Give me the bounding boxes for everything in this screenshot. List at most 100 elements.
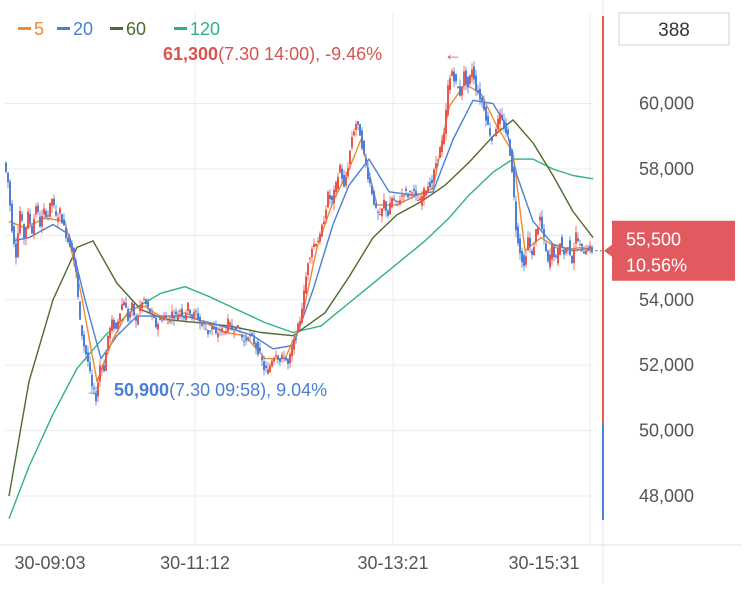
candle-body	[411, 192, 413, 194]
candle-body	[527, 237, 529, 250]
candle-body	[455, 74, 457, 82]
candle-body	[559, 243, 561, 255]
legend-swatch	[57, 27, 70, 30]
candle-body	[275, 355, 277, 357]
candle-body	[149, 308, 151, 314]
candle-body	[359, 124, 361, 136]
volume-value: 388	[658, 20, 690, 41]
candle-body	[97, 382, 99, 397]
candle-body	[397, 200, 399, 203]
candle-body	[587, 248, 589, 251]
candle-body	[299, 321, 301, 326]
candle-body	[491, 136, 493, 141]
candle-body	[91, 374, 93, 387]
candle-body	[21, 214, 23, 221]
candle-body	[209, 330, 211, 332]
candle-body	[389, 203, 391, 215]
candle-body	[83, 334, 85, 347]
candle-body	[273, 358, 275, 362]
candle-body	[75, 260, 77, 272]
current-price-change: 10.56%	[626, 256, 687, 276]
candle-body	[261, 356, 263, 361]
candle-body	[15, 243, 17, 258]
candle-body	[391, 198, 393, 208]
candle-body	[383, 199, 385, 209]
candle-body	[285, 357, 287, 361]
candle-body	[365, 157, 367, 165]
y-tick-label: 50,000	[639, 421, 694, 441]
candle-body	[5, 162, 7, 172]
candle-body	[35, 206, 37, 215]
candle-body	[377, 211, 379, 213]
candle-body	[497, 118, 499, 130]
candle-body	[289, 353, 291, 364]
candle-body	[307, 263, 309, 275]
candle-body	[421, 196, 423, 206]
candle-body	[507, 129, 509, 135]
candle-body	[343, 174, 345, 187]
candle-body	[109, 327, 111, 339]
candle-body	[309, 258, 311, 260]
candle-body	[531, 250, 533, 255]
candle-body	[423, 188, 425, 200]
candle-body	[143, 298, 145, 300]
candle-body	[547, 250, 549, 262]
candle-body	[575, 232, 577, 244]
current-price-value: 55,500	[626, 230, 681, 250]
candle-body	[485, 106, 487, 121]
candle-body	[393, 198, 395, 201]
candle-body	[283, 357, 285, 359]
candle-body	[431, 179, 433, 184]
candle-body	[41, 215, 43, 227]
candle-body	[113, 319, 115, 329]
candle-body	[567, 247, 569, 249]
candle-body	[353, 131, 355, 136]
candle-body	[519, 238, 521, 254]
candle-body	[441, 140, 443, 153]
candle-body	[327, 191, 329, 208]
candle-body	[463, 71, 465, 86]
candle-body	[87, 352, 89, 362]
candle-body	[483, 101, 485, 110]
candle-body	[447, 85, 449, 116]
candle-body	[223, 331, 225, 333]
candle-body	[13, 226, 15, 244]
candle-body	[179, 310, 181, 312]
candle-body	[479, 88, 481, 100]
x-tick-label: 30-09:03	[14, 553, 85, 573]
x-tick-label: 30-13:21	[357, 553, 428, 573]
candle-body	[195, 311, 197, 313]
candle-body	[453, 71, 455, 82]
candle-body	[541, 216, 543, 229]
y-tick-label: 60,000	[639, 94, 694, 114]
candle-body	[335, 181, 337, 193]
candle-body	[315, 243, 317, 246]
candle-body	[55, 211, 57, 216]
candle-body	[173, 315, 175, 319]
candle-body	[323, 221, 325, 224]
candle-body	[529, 237, 531, 247]
candle-body	[11, 203, 13, 232]
candle-body	[43, 208, 45, 215]
candle-body	[53, 198, 55, 206]
ma5-line	[8, 83, 594, 383]
candle-body	[545, 243, 547, 252]
candle-body	[385, 201, 387, 211]
candle-body	[67, 237, 69, 243]
candle-body	[311, 248, 313, 258]
candle-body	[499, 113, 501, 124]
candle-body	[495, 128, 497, 137]
candle-body	[215, 327, 217, 334]
candle-body	[253, 337, 255, 344]
candle-body	[71, 243, 73, 251]
candle-body	[225, 330, 227, 334]
candle-body	[395, 200, 397, 202]
candle-body	[475, 75, 477, 91]
candle-body	[187, 302, 189, 311]
candle-body	[101, 367, 103, 369]
x-axis: 30-09:03 30-11:12 30-13:21 30-15:31	[14, 553, 579, 573]
candle-body	[281, 354, 283, 360]
